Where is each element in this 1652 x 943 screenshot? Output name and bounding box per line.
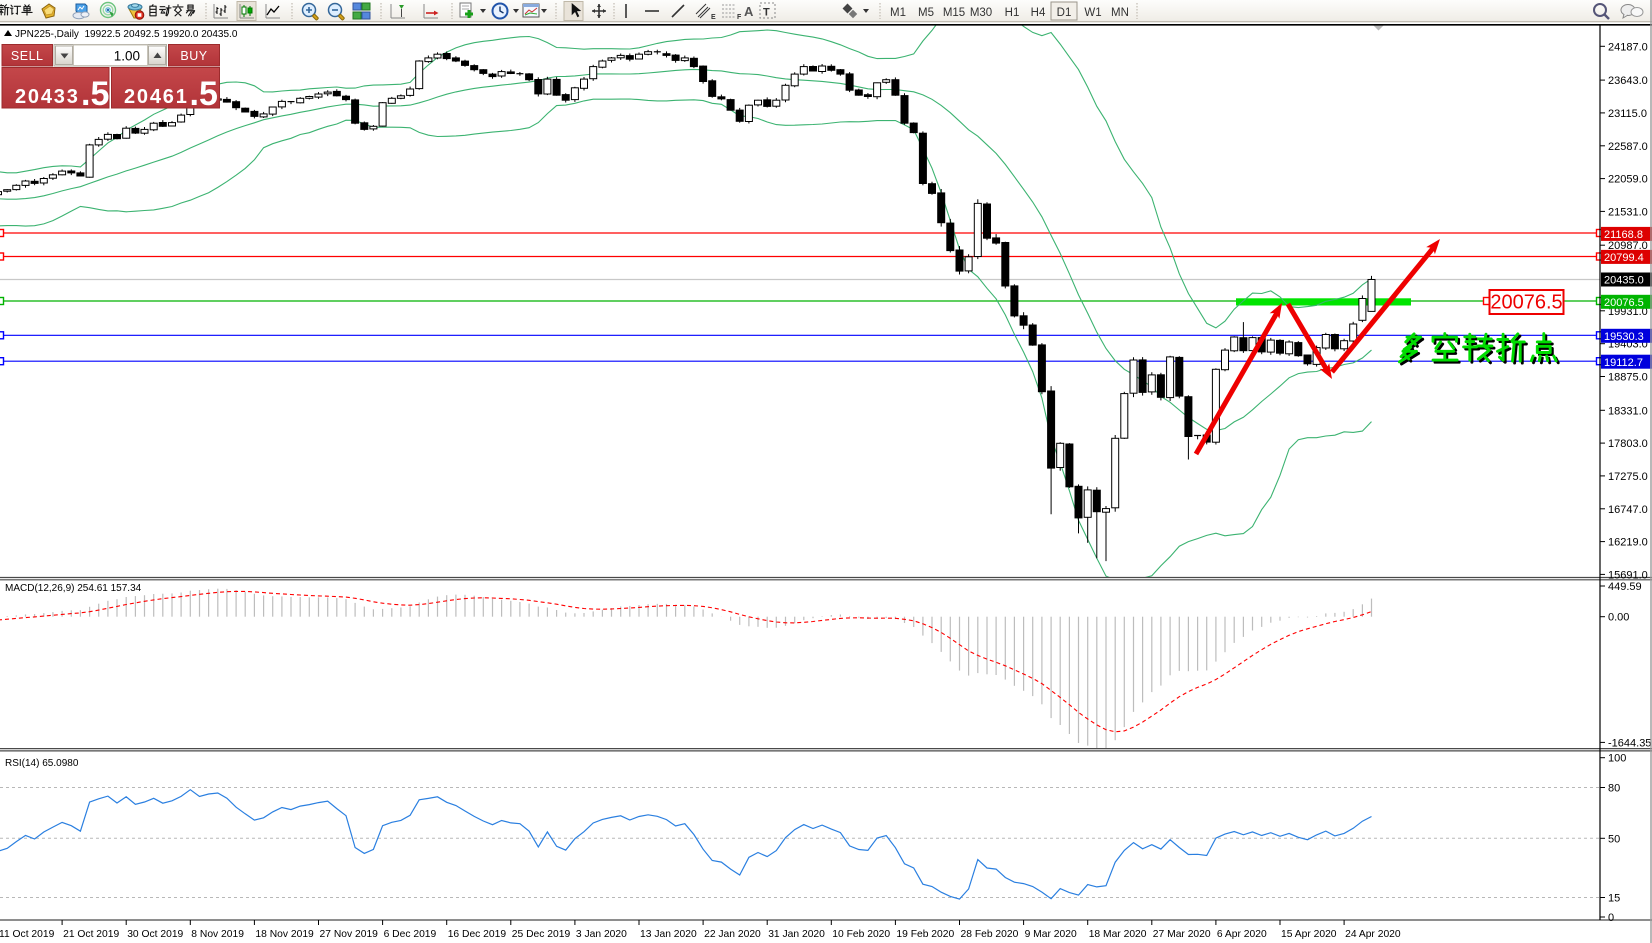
svg-text:30 Oct 2019: 30 Oct 2019 xyxy=(127,929,183,940)
svg-text:23643.0: 23643.0 xyxy=(1608,75,1648,87)
svg-text:13 Jan 2020: 13 Jan 2020 xyxy=(640,929,697,940)
svg-text:24187.0: 24187.0 xyxy=(1608,41,1648,53)
svg-text:JPN225-,Daily 19922.5 20492.5: JPN225-,Daily 19922.5 20492.5 19920.0 20… xyxy=(15,29,238,40)
svg-text:15 Apr 2020: 15 Apr 2020 xyxy=(1281,929,1337,940)
svg-text:28 Feb 2020: 28 Feb 2020 xyxy=(961,929,1019,940)
svg-text:16219.0: 16219.0 xyxy=(1608,537,1648,549)
svg-text:16 Dec 2019: 16 Dec 2019 xyxy=(448,929,507,940)
svg-text:.5: .5 xyxy=(190,75,218,113)
svg-text:24 Apr 2020: 24 Apr 2020 xyxy=(1345,929,1401,940)
svg-text:6 Apr 2020: 6 Apr 2020 xyxy=(1217,929,1267,940)
svg-text:SELL: SELL xyxy=(11,49,44,63)
svg-text:0: 0 xyxy=(1608,912,1614,924)
svg-text:9 Mar 2020: 9 Mar 2020 xyxy=(1025,929,1077,940)
svg-text:M5: M5 xyxy=(918,7,934,19)
svg-text:25 Dec 2019: 25 Dec 2019 xyxy=(512,929,571,940)
svg-text:20987.0: 20987.0 xyxy=(1608,240,1648,252)
svg-text:22059.0: 22059.0 xyxy=(1608,174,1648,186)
svg-text:27 Mar 2020: 27 Mar 2020 xyxy=(1153,929,1211,940)
svg-text:17275.0: 17275.0 xyxy=(1608,471,1648,483)
svg-text:18 Nov 2019: 18 Nov 2019 xyxy=(255,929,314,940)
svg-text:M30: M30 xyxy=(970,7,992,19)
svg-text:19530.3: 19530.3 xyxy=(1604,331,1644,343)
svg-text:50: 50 xyxy=(1608,833,1620,845)
svg-text:20461: 20461 xyxy=(124,86,189,108)
svg-text:17803.0: 17803.0 xyxy=(1608,438,1648,450)
svg-text:F: F xyxy=(737,14,742,21)
svg-text:H4: H4 xyxy=(1031,7,1046,19)
svg-text:21 Oct 2019: 21 Oct 2019 xyxy=(63,929,119,940)
svg-text:15691.0: 15691.0 xyxy=(1608,569,1648,581)
svg-text:0.00: 0.00 xyxy=(1608,612,1629,624)
svg-text:M1: M1 xyxy=(890,7,906,19)
svg-text:21168.8: 21168.8 xyxy=(1604,229,1643,241)
svg-text:20076.5: 20076.5 xyxy=(1490,292,1562,314)
svg-text:22 Jan 2020: 22 Jan 2020 xyxy=(704,929,761,940)
svg-text:16747.0: 16747.0 xyxy=(1608,504,1648,516)
svg-text:11 Oct 2019: 11 Oct 2019 xyxy=(0,929,55,940)
svg-text:H1: H1 xyxy=(1005,7,1020,19)
svg-text:20435.0: 20435.0 xyxy=(1604,275,1644,287)
svg-text:27 Nov 2019: 27 Nov 2019 xyxy=(320,929,379,940)
svg-text:3 Jan 2020: 3 Jan 2020 xyxy=(576,929,627,940)
svg-text:20799.4: 20799.4 xyxy=(1604,252,1644,264)
svg-text:6 Dec 2019: 6 Dec 2019 xyxy=(384,929,437,940)
svg-text:20433: 20433 xyxy=(15,86,80,108)
svg-text:20076.5: 20076.5 xyxy=(1604,297,1644,309)
svg-text:23115.0: 23115.0 xyxy=(1608,108,1647,120)
svg-text:-1644.35: -1644.35 xyxy=(1608,737,1651,749)
svg-text:E: E xyxy=(711,14,716,21)
svg-text:D1: D1 xyxy=(1057,7,1072,19)
svg-text:19 Feb 2020: 19 Feb 2020 xyxy=(896,929,954,940)
svg-text:W1: W1 xyxy=(1084,7,1101,19)
svg-text:31 Jan 2020: 31 Jan 2020 xyxy=(768,929,825,940)
svg-text:8 Nov 2019: 8 Nov 2019 xyxy=(191,929,244,940)
svg-text:18875.0: 18875.0 xyxy=(1608,372,1648,384)
svg-text:.5: .5 xyxy=(81,75,109,113)
svg-text:M15: M15 xyxy=(943,7,965,19)
svg-text:18 Mar 2020: 18 Mar 2020 xyxy=(1089,929,1147,940)
svg-text:MN: MN xyxy=(1111,7,1129,19)
svg-text:A: A xyxy=(744,4,754,19)
svg-text:1.00: 1.00 xyxy=(114,49,140,64)
svg-text:22587.0: 22587.0 xyxy=(1608,141,1648,153)
svg-text:80: 80 xyxy=(1608,783,1620,795)
svg-text:18331.0: 18331.0 xyxy=(1608,405,1648,417)
svg-text:MACD(12,26,9) 254.61 157.34: MACD(12,26,9) 254.61 157.34 xyxy=(5,583,142,594)
svg-text:449.59: 449.59 xyxy=(1608,581,1642,593)
svg-text:BUY: BUY xyxy=(180,49,207,63)
svg-text:10 Feb 2020: 10 Feb 2020 xyxy=(832,929,890,940)
svg-text:21531.0: 21531.0 xyxy=(1608,206,1648,218)
svg-text:15: 15 xyxy=(1608,893,1620,905)
svg-text:RSI(14) 65.0980: RSI(14) 65.0980 xyxy=(5,758,79,769)
svg-text:T: T xyxy=(763,7,770,19)
svg-text:100: 100 xyxy=(1608,753,1626,765)
svg-text:19112.7: 19112.7 xyxy=(1604,357,1643,369)
